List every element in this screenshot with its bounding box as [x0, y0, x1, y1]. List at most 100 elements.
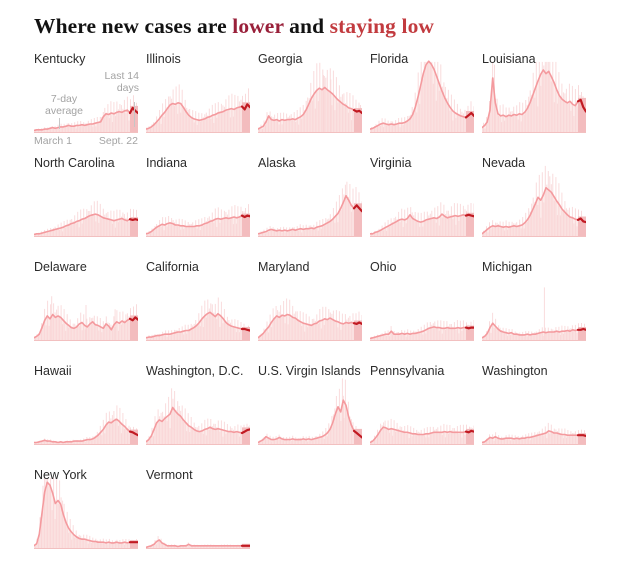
area-fill	[146, 407, 250, 444]
last14-band	[466, 212, 474, 236]
avg-line-last14	[464, 213, 476, 218]
sparkline-chart	[145, 367, 252, 445]
avg-line	[33, 109, 131, 132]
avg-line	[33, 418, 131, 444]
x-axis-start-label: March 1	[34, 134, 72, 147]
avg-line	[145, 101, 243, 130]
sparkline-svg	[145, 388, 252, 445]
state-label: U.S. Virgin Islands	[258, 363, 361, 378]
sparkline-chart	[145, 159, 252, 237]
area-fill	[370, 326, 474, 340]
sparkline-svg	[481, 61, 588, 133]
sparkline-svg	[33, 477, 140, 549]
avg-line	[257, 313, 355, 339]
last14-band	[242, 213, 250, 236]
avg-line-last14	[576, 98, 588, 113]
sparkline-chart	[257, 55, 364, 133]
avg-line-last14	[464, 429, 476, 434]
area-fill	[370, 213, 474, 236]
title-highlight-staying-low: staying low	[329, 14, 435, 38]
sparkline-chart	[481, 367, 588, 445]
avg-line-last14	[576, 433, 588, 437]
state-label: Illinois	[146, 51, 181, 66]
sparkline-svg	[33, 405, 140, 445]
title-text: Where new cases are	[34, 14, 233, 38]
last14-band	[242, 326, 250, 340]
last14-band	[354, 320, 362, 340]
avg-line-last14	[352, 204, 364, 213]
state-label: Alaska	[258, 155, 296, 170]
state-chart-cell-indiana: Indiana	[145, 156, 258, 260]
state-label: Kentucky	[34, 51, 86, 66]
avg-line	[369, 60, 467, 130]
last14-band	[466, 110, 474, 132]
sparkline-svg	[33, 200, 140, 237]
area-fill	[370, 427, 474, 444]
state-label: Georgia	[258, 51, 303, 66]
state-label: Delaware	[34, 259, 87, 274]
avg-line-last14	[352, 429, 364, 439]
annotation-tick	[59, 117, 60, 129]
avg-line-last14	[240, 428, 252, 434]
state-chart-cell-north-carolina: North Carolina	[33, 155, 146, 260]
sparkline-chart	[145, 263, 252, 341]
avg-line	[369, 213, 467, 235]
area-fill	[146, 312, 250, 340]
area-fill	[258, 87, 362, 132]
seven-day-average-annotation: 7-day average	[31, 92, 97, 118]
sparkline-svg	[257, 378, 364, 445]
state-chart-cell-georgia: Georgia	[257, 51, 370, 156]
state-chart-cell-virginia: Virginia	[369, 156, 482, 260]
avg-line-last14	[576, 217, 588, 224]
sparkline-chart	[33, 367, 140, 445]
x-axis-end-label: Sept. 22	[98, 134, 138, 147]
sparkline-chart	[33, 159, 140, 237]
state-chart-cell-alaska: Alaska	[257, 155, 370, 260]
sparkline-chart	[257, 367, 364, 445]
state-chart-cell-vermont: Vermont	[145, 468, 258, 572]
state-label: North Carolina	[34, 155, 115, 170]
state-chart-cell-kentucky: Kentucky 7-day average Last 14 days March 1 Se…	[31, 51, 146, 156]
sparkline-chart	[369, 159, 476, 237]
sparkline-svg	[369, 60, 476, 133]
avg-line	[145, 406, 243, 443]
avg-line-last14	[240, 327, 252, 332]
sparkline-svg	[33, 296, 140, 341]
avg-line	[257, 194, 355, 235]
last14-band	[130, 217, 138, 236]
state-chart-cell-new-york: New York	[33, 468, 146, 572]
area-fill	[370, 61, 474, 132]
sparkline-chart	[257, 263, 364, 341]
sparkline-chart	[369, 367, 476, 445]
sparkline-chart	[481, 55, 588, 133]
state-chart-cell-louisiana: Louisiana	[481, 52, 594, 156]
avg-line-last14	[464, 111, 476, 119]
avg-line	[145, 539, 243, 548]
state-chart-cell-pennsylvania: Pennsylvania	[369, 363, 482, 468]
sparkline-chart	[257, 159, 364, 237]
state-chart-cell-ohio: Ohio	[369, 260, 482, 364]
page-title: Where new cases are lower and staying lo…	[0, 0, 642, 40]
annotation-line: Last 14	[104, 69, 139, 82]
avg-line	[33, 213, 131, 236]
sparkline-svg	[257, 298, 364, 341]
avg-line	[481, 429, 579, 444]
annotation-line: 7-day	[50, 92, 78, 105]
avg-line-last14	[352, 321, 364, 325]
sparkline-chart	[33, 263, 140, 341]
sparkline-chart	[369, 263, 476, 341]
state-charts-grid: Kentucky 7-day average Last 14 days March 1 Se…	[31, 51, 642, 572]
sparkline-chart	[481, 159, 588, 237]
last14-band	[578, 216, 586, 236]
daily-bars	[369, 61, 475, 132]
state-label: Washington, D.C.	[146, 363, 244, 378]
state-chart-cell-hawaii: Hawaii	[33, 364, 146, 468]
sparkline-chart	[481, 263, 588, 341]
sparkline-svg	[145, 84, 252, 133]
avg-line	[257, 399, 355, 444]
area-fill	[146, 539, 250, 548]
state-label: Pennsylvania	[370, 363, 445, 378]
daily-bars	[481, 165, 587, 236]
avg-line	[33, 313, 131, 339]
state-chart-cell-washington-d-c: Washington, D.C.	[145, 363, 258, 468]
